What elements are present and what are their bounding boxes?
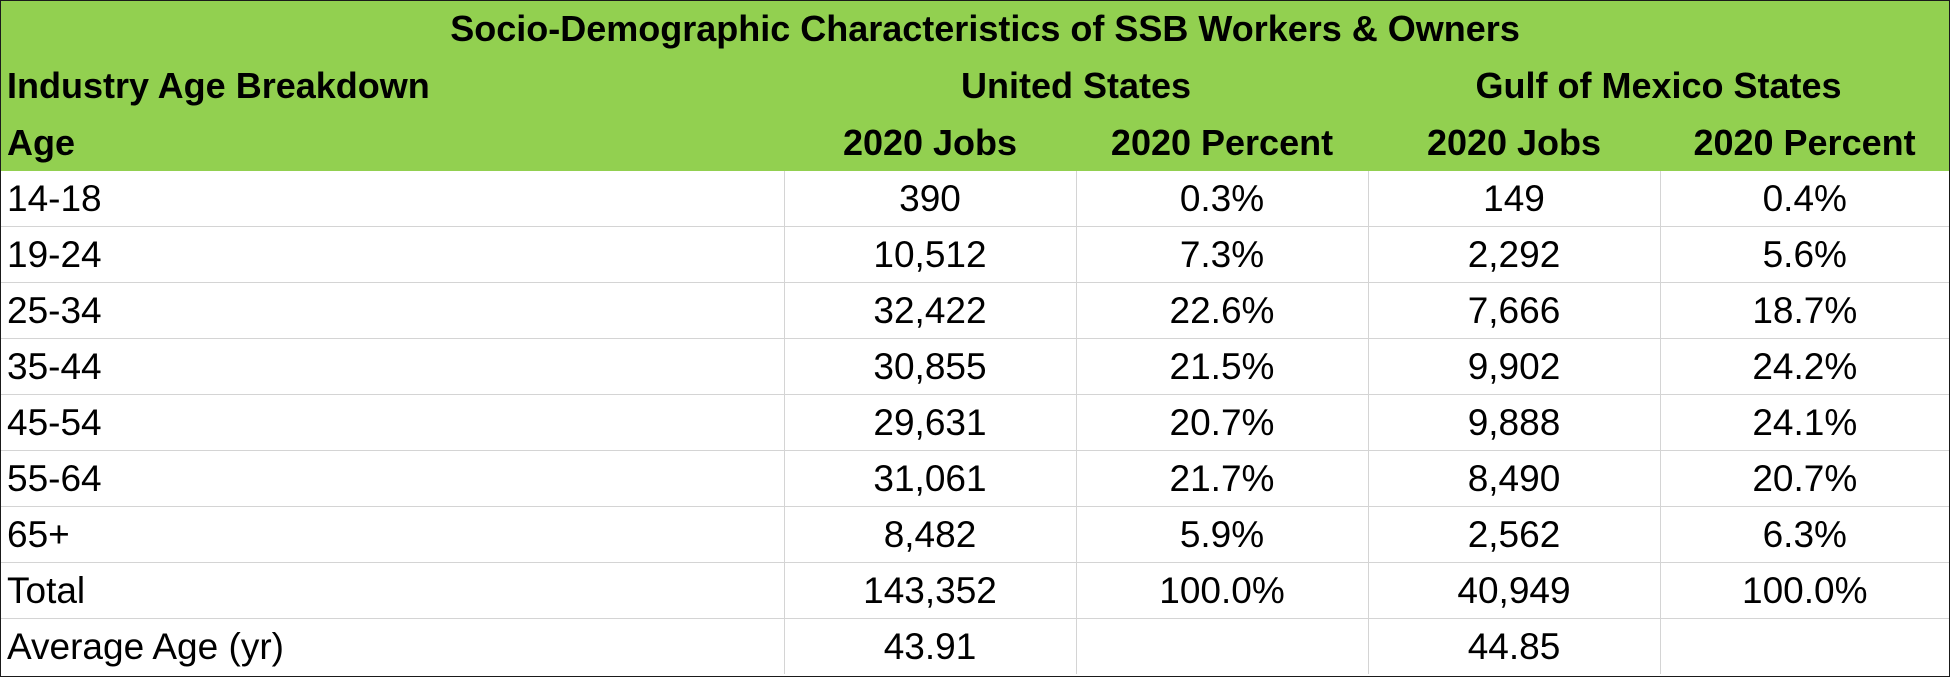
table-title-text: Socio-Demographic Characteristics of SSB… bbox=[450, 8, 1520, 49]
cell-gulf-percent: 24.1% bbox=[1660, 394, 1950, 451]
section-label: Industry Age Breakdown bbox=[7, 65, 430, 106]
row-label: 55-64 bbox=[1, 450, 785, 507]
cell-us-percent: 21.7% bbox=[1076, 450, 1369, 507]
cell-gulf-jobs: 2,562 bbox=[1368, 506, 1661, 563]
table-body: 14-18 390 0.3% 149 0.4% 19-24 10,512 7.3% 2,292 5… bbox=[1, 171, 1950, 675]
table-row: 35-44 30,855 21.5% 9,902 24.2% bbox=[1, 338, 1950, 395]
cell-us-percent bbox=[1076, 618, 1369, 674]
cell-gulf-jobs: 8,490 bbox=[1368, 450, 1661, 507]
cell-gulf-percent: 24.2% bbox=[1660, 338, 1950, 395]
cell-us-percent: 100.0% bbox=[1076, 562, 1369, 619]
group-header-united-states: United States bbox=[960, 65, 1192, 106]
cell-us-jobs: 43.91 bbox=[784, 618, 1077, 674]
cell-gulf-jobs: 9,888 bbox=[1368, 394, 1661, 451]
cell-gulf-jobs: 40,949 bbox=[1368, 562, 1661, 619]
table-header: Socio-Demographic Characteristics of SSB… bbox=[1, 1, 1950, 171]
row-label: 19-24 bbox=[1, 226, 785, 283]
cell-us-jobs: 30,855 bbox=[784, 338, 1077, 395]
cell-gulf-percent: 20.7% bbox=[1660, 450, 1950, 507]
row-label: Average Age (yr) bbox=[1, 618, 785, 674]
cell-gulf-percent: 0.4% bbox=[1660, 171, 1950, 227]
title-row: Socio-Demographic Characteristics of SSB… bbox=[1, 1, 1950, 57]
cell-us-percent: 20.7% bbox=[1076, 394, 1369, 451]
table-row: 65+ 8,482 5.9% 2,562 6.3% bbox=[1, 506, 1950, 563]
cell-gulf-percent: 6.3% bbox=[1660, 506, 1950, 563]
column-header-age: Age bbox=[7, 122, 76, 163]
cell-us-jobs: 29,631 bbox=[784, 394, 1077, 451]
cell-gulf-percent: 18.7% bbox=[1660, 282, 1950, 339]
column-header-us-jobs: 2020 Jobs bbox=[842, 122, 1018, 163]
column-header-gulf-jobs: 2020 Jobs bbox=[1426, 122, 1602, 163]
cell-us-percent: 7.3% bbox=[1076, 226, 1369, 283]
column-header-row: Age 2020 Jobs 2020 Percent 2020 Jobs 202… bbox=[1, 115, 1950, 171]
cell-gulf-jobs: 149 bbox=[1368, 171, 1661, 227]
table-row: 55-64 31,061 21.7% 8,490 20.7% bbox=[1, 450, 1950, 507]
cell-gulf-percent: 100.0% bbox=[1660, 562, 1950, 619]
table-row: 19-24 10,512 7.3% 2,292 5.6% bbox=[1, 226, 1950, 283]
cell-gulf-percent bbox=[1660, 619, 1949, 675]
table-title: Socio-Demographic Characteristics of SSB… bbox=[1, 1, 1949, 57]
cell-us-percent: 21.5% bbox=[1076, 338, 1369, 395]
row-label: 14-18 bbox=[1, 171, 785, 227]
row-label: 35-44 bbox=[1, 338, 785, 395]
cell-us-jobs: 8,482 bbox=[784, 506, 1077, 563]
table-row: 14-18 390 0.3% 149 0.4% bbox=[1, 171, 1950, 227]
cell-us-jobs: 32,422 bbox=[784, 282, 1077, 339]
group-header-gulf-states: Gulf of Mexico States bbox=[1475, 65, 1842, 106]
row-label: Total bbox=[1, 562, 785, 619]
cell-gulf-jobs: 9,902 bbox=[1368, 338, 1661, 395]
cell-gulf-jobs: 44.85 bbox=[1368, 618, 1661, 674]
column-header-gulf-percent: 2020 Percent bbox=[1693, 122, 1916, 163]
table-row: 25-34 32,422 22.6% 7,666 18.7% bbox=[1, 282, 1950, 339]
cell-gulf-percent: 5.6% bbox=[1660, 226, 1950, 283]
group-header-row: Industry Age Breakdown United States Gul… bbox=[1, 57, 1950, 115]
row-label: 25-34 bbox=[1, 282, 785, 339]
row-label: 45-54 bbox=[1, 394, 785, 451]
cell-us-jobs: 10,512 bbox=[784, 226, 1077, 283]
cell-us-jobs: 390 bbox=[784, 171, 1077, 227]
table-row: 45-54 29,631 20.7% 9,888 24.1% bbox=[1, 394, 1950, 451]
cell-us-jobs: 31,061 bbox=[784, 450, 1077, 507]
cell-us-percent: 22.6% bbox=[1076, 282, 1369, 339]
cell-us-percent: 5.9% bbox=[1076, 506, 1369, 563]
table-row: Average Age (yr) 43.91 44.85 bbox=[1, 618, 1949, 675]
cell-us-jobs: 143,352 bbox=[784, 562, 1077, 619]
table-row: Total 143,352 100.0% 40,949 100.0% bbox=[1, 562, 1950, 619]
cell-gulf-jobs: 7,666 bbox=[1368, 282, 1661, 339]
cell-us-percent: 0.3% bbox=[1076, 171, 1369, 227]
row-label: 65+ bbox=[1, 506, 785, 563]
cell-gulf-jobs: 2,292 bbox=[1368, 226, 1661, 283]
column-header-us-percent: 2020 Percent bbox=[1110, 122, 1334, 163]
